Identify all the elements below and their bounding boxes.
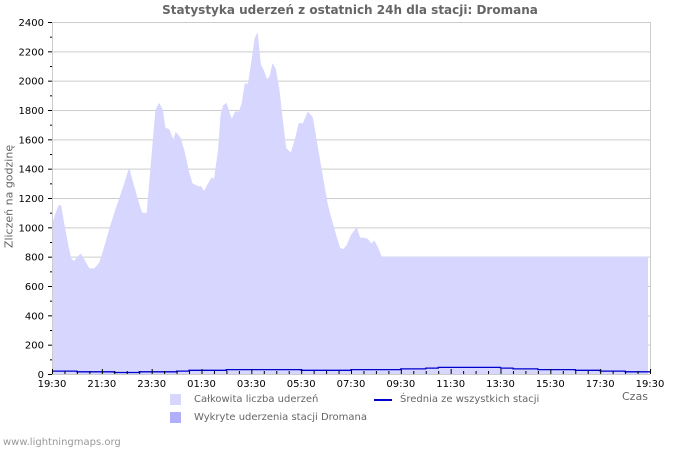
total-strikes-area xyxy=(52,32,648,375)
y-axis-tick-labels: 0 200 400 600 800 1000 1200 1400 1600 1800 2000 220… xyxy=(19,18,44,381)
legend-label-average: Średnia ze wszystkich stacji xyxy=(400,394,540,405)
svg-text:1200: 1200 xyxy=(19,194,44,205)
legend-label-total: Całkowita liczba uderzeń xyxy=(194,394,319,405)
svg-text:13:30: 13:30 xyxy=(486,379,515,390)
svg-text:200: 200 xyxy=(25,341,44,352)
svg-text:05:30: 05:30 xyxy=(287,379,316,390)
svg-text:2200: 2200 xyxy=(19,47,44,58)
svg-text:19:30: 19:30 xyxy=(636,379,665,390)
svg-text:11:30: 11:30 xyxy=(436,379,465,390)
legend-swatch-station xyxy=(170,412,181,423)
svg-text:23:30: 23:30 xyxy=(137,379,166,390)
svg-text:1400: 1400 xyxy=(19,165,44,176)
axes xyxy=(48,22,651,375)
svg-text:03:30: 03:30 xyxy=(237,379,266,390)
x-axis-tick-labels: 19:30 21:30 23:30 01:30 03:30 05:30 07:30 09:30… xyxy=(38,379,665,390)
footer-link[interactable]: www.lightningmaps.org xyxy=(3,437,121,448)
svg-text:2000: 2000 xyxy=(19,77,44,88)
svg-text:1800: 1800 xyxy=(19,106,44,117)
average-all-stations-line xyxy=(52,366,650,374)
x-axis-label: Czas xyxy=(622,390,648,403)
svg-text:19:30: 19:30 xyxy=(38,379,67,390)
svg-text:15:30: 15:30 xyxy=(536,379,565,390)
svg-text:01:30: 01:30 xyxy=(187,379,216,390)
svg-text:09:30: 09:30 xyxy=(386,379,415,390)
svg-text:17:30: 17:30 xyxy=(586,379,615,390)
svg-text:600: 600 xyxy=(25,282,44,293)
svg-text:800: 800 xyxy=(25,253,44,264)
svg-text:1600: 1600 xyxy=(19,135,44,146)
svg-text:1000: 1000 xyxy=(19,223,44,234)
chart-title: Statystyka uderzeń z ostatnich 24h dla s… xyxy=(162,3,538,17)
legend-label-station: Wykryte uderzenia stacji Dromana xyxy=(194,412,368,423)
svg-text:21:30: 21:30 xyxy=(87,379,116,390)
svg-text:0: 0 xyxy=(38,370,44,381)
svg-text:2400: 2400 xyxy=(19,18,44,29)
legend-swatch-average xyxy=(374,399,392,401)
svg-text:07:30: 07:30 xyxy=(337,379,366,390)
legend-swatch-total xyxy=(170,394,181,405)
y-axis-label: Zliczeń na godzinę xyxy=(2,144,16,249)
svg-text:400: 400 xyxy=(25,311,44,322)
